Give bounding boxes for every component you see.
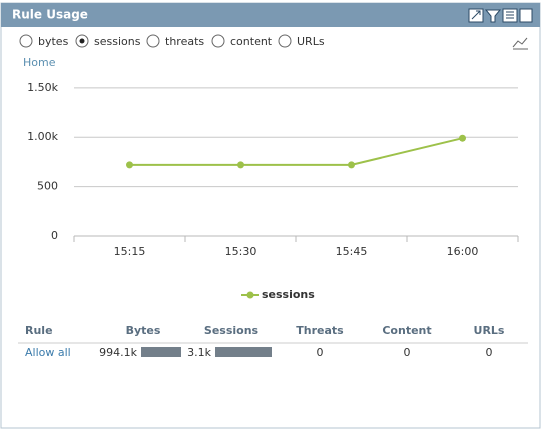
table-cell: 3.1k [187,346,211,359]
widget-header [1,3,540,27]
radio-label[interactable]: sessions [94,35,141,48]
radio-label[interactable]: content [230,35,273,48]
sessions-bar [215,347,272,357]
table-cell: 994.1k [99,346,137,359]
x-tick-label: 15:45 [336,245,368,258]
chart-icon[interactable] [512,37,528,50]
radio-dot [79,38,85,44]
bytes-bar [141,347,181,357]
radio-button[interactable] [146,34,160,48]
data-point [348,161,355,169]
y-tick-label: 0 [51,229,58,242]
data-point [459,134,466,142]
data-point [237,161,244,169]
table-cell: 0 [404,346,411,359]
column-header: Content [382,324,431,337]
legend-label: sessions [262,288,315,301]
popout-arrow [471,10,481,20]
legend-marker [246,291,254,299]
data-point [126,161,133,169]
y-tick-label: 500 [37,180,58,193]
x-tick-label: 15:30 [225,245,257,258]
radio-label[interactable]: bytes [38,35,69,48]
breadcrumb[interactable]: Home [23,56,56,69]
header-icons[interactable] [468,8,533,23]
x-tick-label: 16:00 [447,245,479,258]
column-header: Sessions [204,324,259,337]
radio-button[interactable] [278,34,292,48]
column-header: URLs [474,324,505,337]
radio-button[interactable] [211,34,225,48]
radio-button[interactable] [19,34,33,48]
x-tick-label: 15:15 [114,245,146,258]
filter-icon[interactable] [484,9,502,23]
y-tick-label: 1.50k [27,81,58,94]
radio-label[interactable]: threats [165,35,204,48]
table: Rule Bytes Sessions Threats Content URLs Allow… [18,324,528,359]
table-cell: 0 [317,346,324,359]
series-line [129,137,463,166]
column-header: Threats [296,324,344,337]
table-cell: 0 [486,346,493,359]
radio-group: bytes sessions threats content URLs [19,34,325,48]
list-lines [506,11,514,19]
y-tick-label: 1.00k [27,130,58,143]
rule-link[interactable]: Allow all [25,346,71,359]
radio-label[interactable]: URLs [297,35,325,48]
widget-title: Rule Usage [12,8,88,22]
column-header: Bytes [126,324,161,337]
column-header: Rule [25,324,53,337]
doc-icon[interactable] [519,8,533,23]
chart: 0 500 1.00k 1.50k 15:15 15:30 15:45 16:00 sessio… [27,81,519,301]
